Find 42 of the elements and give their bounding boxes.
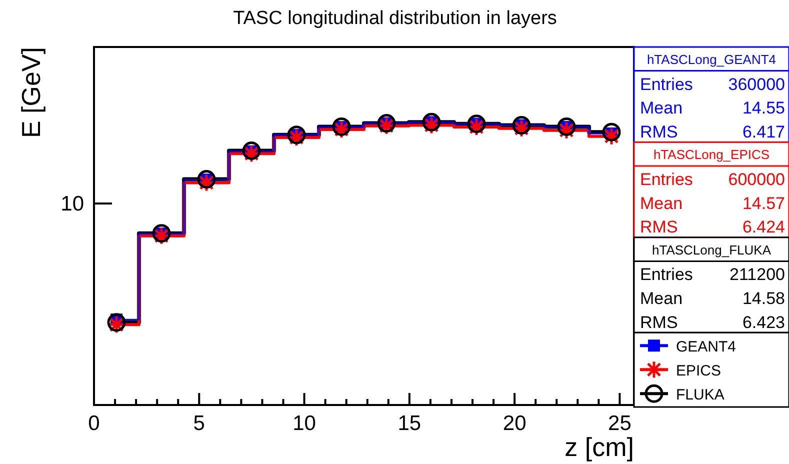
point	[332, 117, 351, 136]
point	[467, 114, 486, 134]
text: RMS	[640, 218, 678, 237]
text: Entries	[640, 265, 693, 284]
text: hTASCLong_GEANT4	[646, 52, 776, 67]
text: Entries	[640, 74, 693, 94]
text: 600000	[728, 170, 785, 189]
text: 6.424	[742, 218, 785, 237]
y-axis-title: E [GeV]	[16, 47, 46, 138]
point	[512, 116, 531, 135]
chart-title: TASC longitudinal distribution in layers	[233, 8, 557, 29]
x-tick-label: 5	[193, 412, 205, 435]
text: 14.57	[742, 194, 785, 213]
x-tick-label: 25	[608, 412, 632, 435]
x-tick-label: 0	[88, 412, 100, 435]
text: 14.58	[742, 289, 785, 308]
text: hTASCLong_FLUKA	[652, 242, 772, 258]
x-tick-label: 20	[502, 412, 526, 435]
text: hTASCLong_EPICS	[653, 147, 770, 162]
point	[557, 117, 576, 136]
legend-label: FLUKA	[676, 386, 724, 404]
text: RMS	[640, 122, 678, 142]
point	[197, 170, 216, 189]
text: 6.423	[742, 312, 785, 332]
x-tick-label: 15	[398, 412, 422, 435]
x-axis-title: z [cm]	[564, 432, 634, 462]
text: 6.417	[742, 122, 785, 142]
text: 211200	[730, 265, 785, 284]
legend-label: GEANT4	[676, 338, 736, 356]
text: Mean	[640, 289, 683, 308]
text: 10	[60, 192, 84, 216]
text: 360000	[728, 74, 785, 94]
text: 14.55	[742, 98, 785, 118]
text: Entries	[640, 170, 693, 189]
point	[422, 112, 441, 132]
legend-label: EPICS	[676, 362, 722, 380]
point	[602, 122, 621, 142]
text: RMS	[640, 312, 678, 332]
text: Mean	[640, 98, 683, 118]
text: Mean	[640, 194, 683, 213]
point	[242, 141, 261, 160]
x-tick-label: 10	[292, 412, 316, 435]
